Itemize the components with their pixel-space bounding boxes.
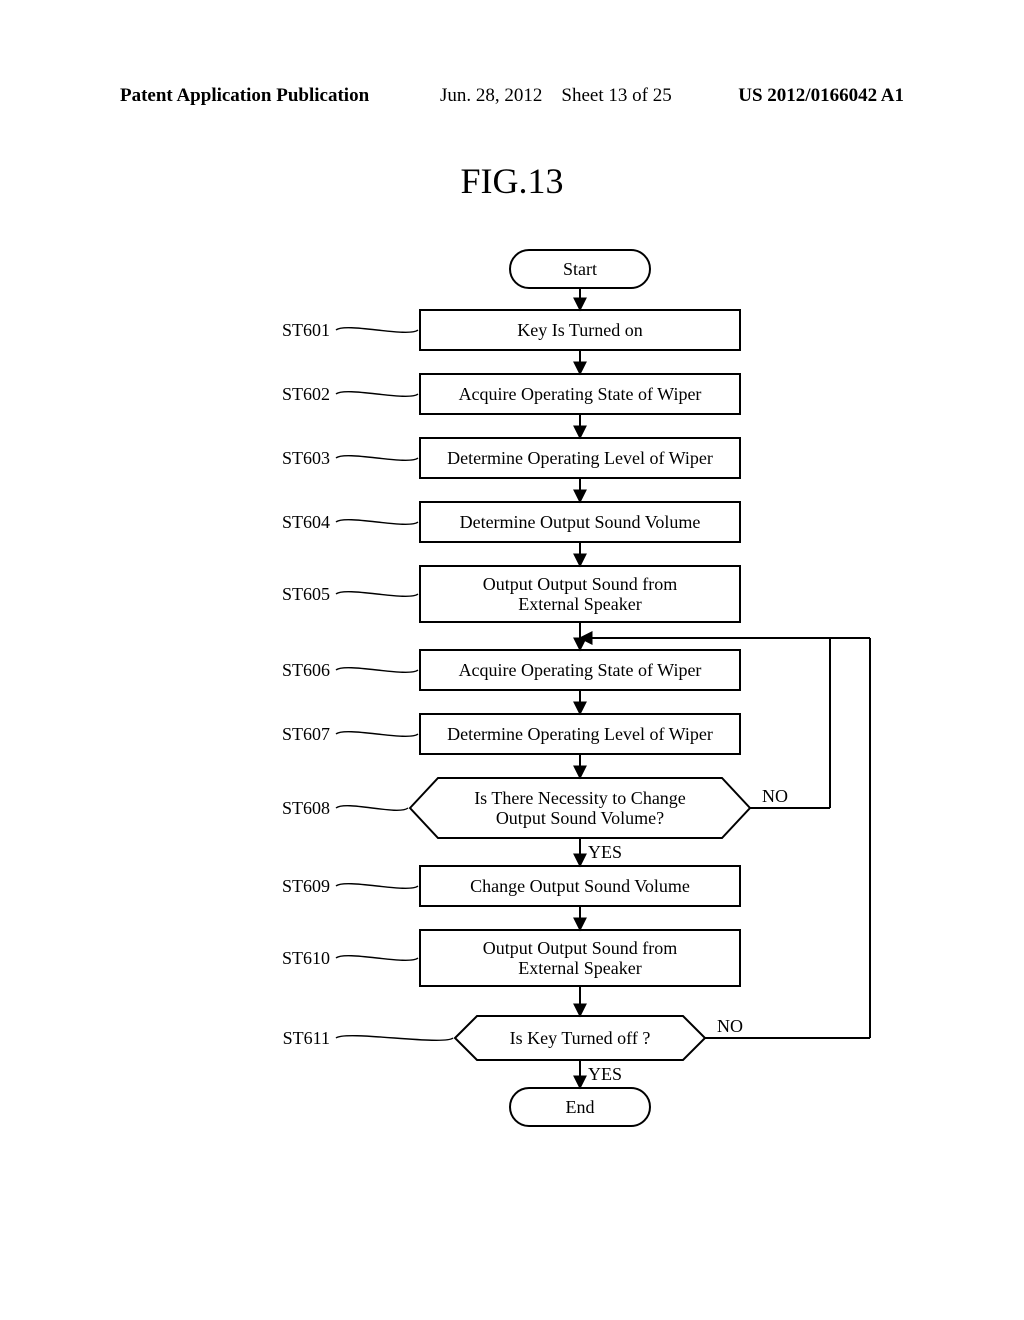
- header-publication-type: Patent Application Publication: [120, 85, 369, 107]
- branch-label: NO: [762, 786, 788, 806]
- step-label: ST609: [282, 876, 330, 896]
- step-leader: [336, 592, 418, 597]
- svg-text:Is There Necessity to Change: Is There Necessity to Change: [474, 788, 686, 808]
- step-label: ST606: [282, 660, 330, 680]
- step-leader: [336, 732, 418, 737]
- figure-title: FIG.13: [0, 160, 1024, 202]
- patent-page: Patent Application Publication Jun. 28, …: [0, 0, 1024, 1320]
- svg-text:Output Output Sound from: Output Output Sound from: [483, 938, 678, 958]
- process-st606: Acquire Operating State of Wiper: [420, 650, 740, 690]
- svg-text:Key Is Turned on: Key Is Turned on: [517, 320, 643, 340]
- step-label: ST605: [282, 584, 330, 604]
- svg-text:Is Key Turned off ?: Is Key Turned off ?: [510, 1028, 651, 1048]
- step-leader: [336, 328, 418, 333]
- svg-text:Acquire Operating State of Wip: Acquire Operating State of Wiper: [459, 660, 702, 680]
- branch-label: YES: [588, 842, 622, 862]
- branch-label: YES: [588, 1064, 622, 1084]
- step-label: ST602: [282, 384, 330, 404]
- header-publication-number: US 2012/0166042 A1: [738, 85, 904, 107]
- svg-text:Start: Start: [563, 259, 597, 279]
- decision-st611: Is Key Turned off ?: [455, 1016, 705, 1060]
- svg-text:External Speaker: External Speaker: [518, 958, 641, 978]
- step-label: ST611: [283, 1028, 330, 1048]
- branch-label: NO: [717, 1016, 743, 1036]
- process-st605: Output Output Sound fromExternal Speaker: [420, 566, 740, 622]
- header-date-sheet: Jun. 28, 2012 Sheet 13 of 25: [440, 85, 672, 107]
- step-label: ST608: [282, 798, 330, 818]
- svg-text:Determine Operating Level of W: Determine Operating Level of Wiper: [447, 724, 713, 744]
- svg-text:External Speaker: External Speaker: [518, 594, 641, 614]
- process-st609: Change Output Sound Volume: [420, 866, 740, 906]
- terminator-end: End: [510, 1088, 650, 1126]
- step-label: ST603: [282, 448, 330, 468]
- process-st604: Determine Output Sound Volume: [420, 502, 740, 542]
- process-st603: Determine Operating Level of Wiper: [420, 438, 740, 478]
- svg-text:Determine Output Sound Volume: Determine Output Sound Volume: [460, 512, 701, 532]
- svg-text:Change Output Sound Volume: Change Output Sound Volume: [470, 876, 690, 896]
- svg-text:Output Output Sound from: Output Output Sound from: [483, 574, 678, 594]
- process-st601: Key Is Turned on: [420, 310, 740, 350]
- step-leader: [336, 884, 418, 889]
- step-leader: [336, 806, 408, 811]
- svg-text:End: End: [566, 1097, 595, 1117]
- header-date: Jun. 28, 2012: [440, 85, 542, 106]
- step-label: ST610: [282, 948, 330, 968]
- decision-st608: Is There Necessity to ChangeOutput Sound…: [410, 778, 750, 838]
- svg-text:Acquire Operating State of Wip: Acquire Operating State of Wiper: [459, 384, 702, 404]
- step-leader: [336, 1036, 453, 1041]
- process-st602: Acquire Operating State of Wiper: [420, 374, 740, 414]
- terminator-start: Start: [510, 250, 650, 288]
- step-leader: [336, 956, 418, 961]
- svg-text:Output Sound Volume?: Output Sound Volume?: [496, 808, 664, 828]
- step-leader: [336, 520, 418, 525]
- step-label: ST604: [282, 512, 330, 532]
- process-st610: Output Output Sound fromExternal Speaker: [420, 930, 740, 986]
- process-st607: Determine Operating Level of Wiper: [420, 714, 740, 754]
- svg-text:Determine Operating Level of W: Determine Operating Level of Wiper: [447, 448, 713, 468]
- step-leader: [336, 668, 418, 673]
- step-label: ST601: [282, 320, 330, 340]
- header-sheet: Sheet 13 of 25: [561, 85, 671, 106]
- step-leader: [336, 392, 418, 397]
- step-leader: [336, 456, 418, 461]
- step-label: ST607: [282, 724, 330, 744]
- flowchart: Start Key Is Turned on ST601 Acquire Operat…: [0, 230, 1024, 1290]
